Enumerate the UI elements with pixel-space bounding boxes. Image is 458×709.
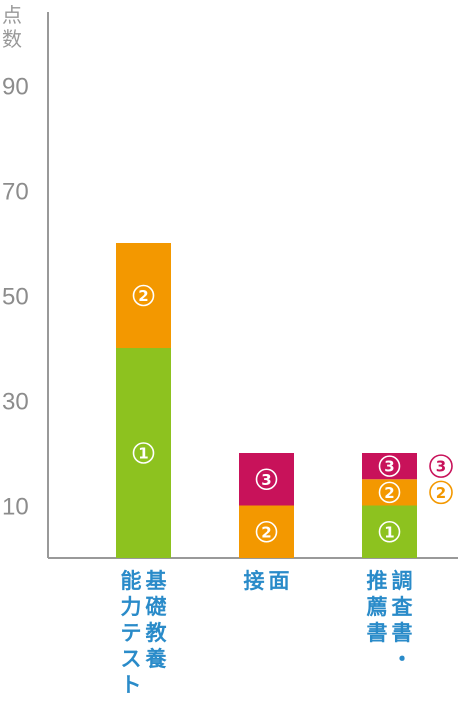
bar-segment — [239, 453, 294, 506]
y-tick-label: 70 — [2, 179, 29, 206]
segment-label: 2 — [138, 287, 148, 305]
segment-label-circle — [255, 520, 278, 543]
segment-label-circle — [378, 520, 401, 543]
category-label-char: 書 — [392, 621, 413, 645]
category-label-char: ・ — [392, 647, 413, 671]
segment-label: 2 — [261, 523, 271, 541]
segment-label: 1 — [138, 445, 148, 463]
bar-segment — [362, 479, 417, 506]
category-label-char: 査 — [392, 595, 413, 619]
category-label-char: ス — [121, 647, 142, 671]
y-tick-label: 90 — [2, 74, 29, 101]
category-label-char: 教 — [146, 621, 168, 645]
category-label-char: 能 — [121, 569, 142, 593]
category-label-char: 推 — [367, 569, 388, 593]
segment-label: 2 — [384, 484, 394, 502]
bar-segment — [239, 505, 294, 558]
segment-label-circle — [378, 455, 401, 477]
y-axis-ticks: 10 30 50 70 90 — [2, 74, 29, 521]
category-label-char: 調 — [392, 569, 413, 593]
segment-label-circle — [378, 481, 401, 504]
segment-label: 1 — [384, 523, 394, 541]
category-label-char: 面 — [269, 569, 290, 593]
legend-label: 2 — [436, 484, 446, 502]
segment-label: 3 — [384, 458, 394, 476]
category-label-char: 養 — [145, 647, 168, 671]
category-label-char: 基 — [146, 569, 168, 593]
segment-label-circle — [255, 468, 278, 491]
segment-label-circle — [132, 442, 155, 464]
bar-segment — [116, 243, 171, 348]
segment-label: 3 — [261, 471, 271, 489]
y-tick-label: 50 — [2, 284, 29, 311]
bar-segment — [362, 505, 417, 558]
y-tick-label: 10 — [2, 494, 29, 521]
y-tick-label: 30 — [2, 389, 29, 416]
legend: 32 — [429, 454, 453, 505]
category-label-char: ト — [121, 673, 142, 697]
category-label-char: テ — [121, 621, 142, 645]
bars: 1 2 2 3 1 2 3 — [116, 243, 417, 558]
category-label-char: 接 — [244, 569, 265, 593]
y-axis-label-char: 点 — [2, 3, 22, 27]
category-label-char: 力 — [121, 595, 142, 619]
y-axis-label-char: 数 — [2, 27, 22, 51]
bar-segment — [116, 348, 171, 558]
y-axis-label: 点数 — [2, 3, 22, 51]
category-label-char: 書 — [367, 621, 388, 645]
legend-circle — [429, 480, 453, 505]
bar-segment — [362, 453, 417, 480]
legend-circle — [429, 454, 453, 478]
category-label-char: 薦 — [367, 595, 388, 619]
segment-label-circle — [132, 284, 155, 307]
legend-label: 3 — [436, 458, 446, 476]
category-label-char: 礎 — [146, 595, 167, 619]
